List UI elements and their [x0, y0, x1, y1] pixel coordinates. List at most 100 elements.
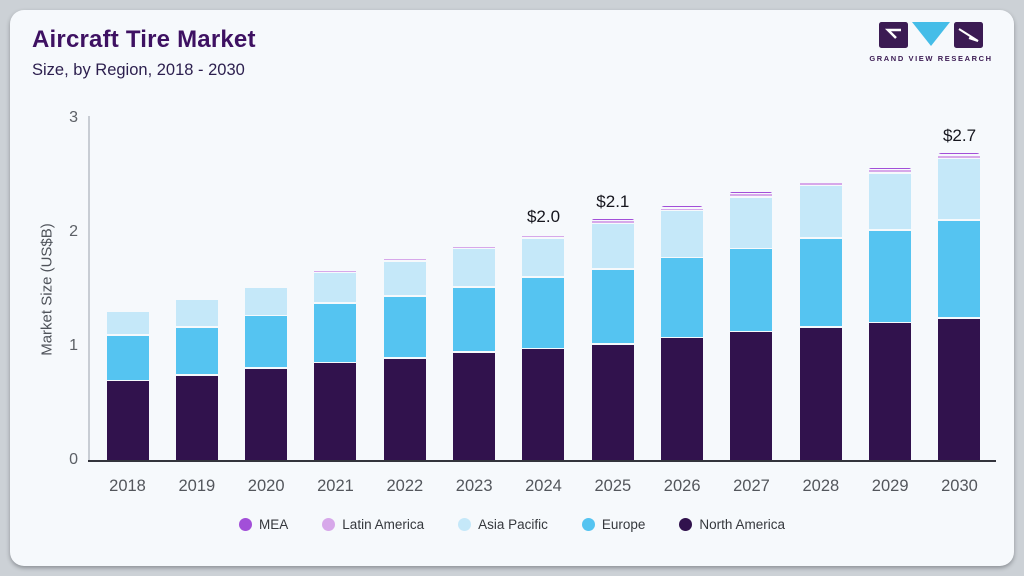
x-axis-line [88, 460, 996, 462]
segment-separator [799, 181, 842, 183]
x-tick-label: 2020 [247, 477, 285, 495]
y-tick-label: 2 [69, 223, 78, 240]
bar-segment-europe [522, 277, 565, 350]
bar-segment-north-america [730, 332, 773, 460]
legend-item-mea: MEA [239, 517, 288, 532]
segment-separator [245, 314, 288, 317]
x-tick-label: 2022 [386, 477, 424, 495]
gvr-logo: GRAND VIEW RESEARCH [869, 20, 991, 68]
bar-segment-europe [175, 327, 218, 376]
segment-separator [175, 326, 218, 328]
segment-separator [175, 374, 218, 376]
bar-segment-latin-america [938, 155, 981, 160]
bar-segment-europe [799, 238, 842, 328]
gvr-logo-icon [879, 22, 983, 48]
bar-segment-europe [453, 287, 496, 353]
segment-separator [730, 196, 773, 198]
segment-separator [383, 357, 426, 359]
bar-segment-asia-pacific [245, 287, 288, 317]
segment-separator [106, 334, 149, 336]
chart-legend: MEA Latin America Asia Pacific Europe North … [10, 517, 1014, 532]
segment-separator [453, 286, 496, 288]
gvr-logo-text: GRAND VIEW RESEARCH [869, 54, 993, 63]
segment-separator [869, 172, 912, 174]
legend-item-north-america: North America [679, 517, 785, 532]
segment-separator [661, 256, 704, 259]
segment-separator [938, 154, 981, 156]
segment-separator [175, 298, 218, 301]
segment-separator [938, 157, 981, 160]
bar-segment-asia-pacific [661, 211, 704, 259]
page-subtitle: Size, by Region, 2018 - 2030 [32, 61, 245, 79]
bar-segment-latin-america [869, 170, 912, 174]
bar-segment-europe [938, 220, 981, 319]
segment-separator [245, 367, 288, 369]
bar-segment-asia-pacific [938, 159, 981, 221]
segment-separator [799, 326, 842, 328]
legend-item-latin-america: Latin America [322, 517, 424, 532]
page-title: Aircraft Tire Market [32, 26, 256, 53]
bar-segment-europe [661, 258, 704, 339]
legend-item-europe: Europe [581, 517, 646, 532]
segment-separator [661, 207, 704, 209]
legend-dot-icon [581, 518, 595, 531]
bar-segment-asia-pacific [453, 249, 496, 288]
x-tick-label: 2018 [109, 477, 146, 495]
segment-separator [661, 336, 704, 339]
segment-separator [453, 351, 496, 353]
segment-separator [106, 310, 149, 312]
bar-value-label: $2.0 [526, 207, 561, 227]
x-tick-label: 2027 [733, 477, 770, 495]
bar-segment-europe [591, 269, 634, 345]
x-tick-label: 2028 [802, 477, 840, 495]
y-axis-line [88, 116, 90, 460]
bar-segment-asia-pacific [383, 261, 426, 297]
segment-separator [730, 247, 773, 250]
segment-separator [175, 297, 218, 299]
segment-separator [938, 219, 981, 221]
x-tick-label: 2023 [455, 477, 493, 495]
segment-separator [314, 302, 357, 304]
bar-segment-north-america [869, 323, 912, 460]
segment-separator [591, 222, 634, 225]
segment-separator [869, 321, 912, 324]
segment-separator [245, 286, 288, 288]
segment-separator [314, 361, 357, 364]
segment-separator [522, 234, 565, 236]
segment-separator [453, 247, 496, 250]
bar-segment-north-america [522, 349, 565, 460]
report-card: Aircraft Tire Market Size, by Region, 20… [10, 10, 1014, 566]
bar-segment-latin-america [799, 182, 842, 187]
bar-value-label: $2.7 [942, 125, 977, 145]
bar-segment-asia-pacific [869, 173, 912, 231]
segment-separator [522, 347, 565, 350]
segment-separator [383, 260, 426, 262]
bar-segment-north-america [453, 352, 496, 460]
bar-segment-europe [106, 335, 149, 382]
bar-segment-asia-pacific [175, 300, 218, 328]
bar-segment-europe [245, 316, 288, 369]
segment-separator [799, 184, 842, 187]
x-tick-label: 2025 [594, 477, 632, 495]
segment-separator [869, 229, 912, 231]
segment-separator [383, 295, 426, 297]
bar-segment-asia-pacific [106, 311, 149, 336]
segment-separator [314, 271, 357, 274]
bar-segment-asia-pacific [314, 273, 357, 304]
bar-segment-north-america [591, 344, 634, 460]
bar-segment-asia-pacific [730, 197, 773, 250]
y-tick-label: 0 [69, 451, 78, 468]
bar-value-label: $2.1 [596, 191, 630, 211]
x-tick-label: 2021 [317, 477, 354, 495]
legend-label: Asia Pacific [478, 517, 548, 532]
segment-separator [591, 268, 634, 270]
segment-separator [106, 308, 149, 311]
segment-separator [799, 237, 842, 239]
segment-separator [661, 209, 704, 212]
segment-separator [453, 245, 496, 247]
segment-separator [522, 276, 565, 278]
legend-label: Europe [601, 517, 646, 532]
segment-separator [522, 237, 565, 239]
bar-segment-europe [383, 296, 426, 359]
segment-separator [591, 219, 634, 222]
